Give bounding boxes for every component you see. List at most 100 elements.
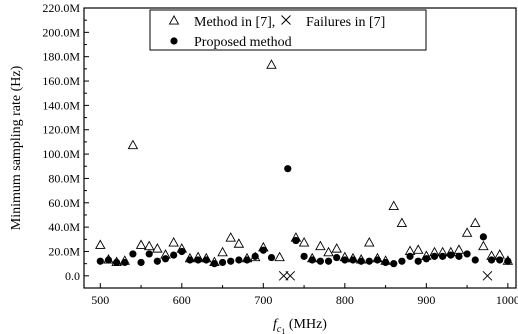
proposed-point (267, 253, 276, 262)
x-title-subscript: c (277, 324, 282, 334)
proposed-point (398, 257, 406, 265)
proposed-point (235, 256, 243, 264)
legend: Method in [7], Failures in [7] Proposed me… (149, 9, 427, 51)
triangle-point (266, 59, 277, 69)
x-tick-label: 600 (173, 293, 191, 307)
triangle-point (315, 240, 326, 251)
proposed-point (145, 250, 153, 258)
triangle-point (388, 200, 400, 210)
proposed-point (430, 252, 439, 260)
triangle-point (461, 227, 473, 237)
legend-label-failures7: Failures in [7] (306, 15, 385, 30)
proposed-point (218, 258, 227, 267)
y-tick-label: 220.0M (42, 1, 80, 15)
triangle-point (412, 244, 424, 254)
proposed-point (308, 256, 316, 264)
triangle-point (274, 251, 285, 262)
y-tick-label: 140.0M (42, 98, 80, 112)
triangle-point (396, 217, 408, 228)
proposed-point (259, 246, 267, 254)
proposed-point (487, 256, 496, 264)
triangle-point (298, 237, 310, 247)
y-tick-label: 200.0M (42, 25, 80, 39)
triangle-point (168, 237, 179, 247)
proposed-point (390, 260, 398, 268)
triangle-point (469, 217, 481, 228)
legend-box (149, 9, 427, 51)
triangle-point (478, 240, 489, 251)
proposed-point (178, 247, 186, 256)
proposed-point (227, 257, 235, 265)
proposed-point (284, 165, 292, 173)
y-tick-label: 160.0M (42, 74, 80, 88)
x-marker-stroke (281, 15, 291, 25)
x-tick-label: 1000 (496, 293, 518, 307)
proposed-point (121, 258, 129, 267)
x-title-unit: (MHz) (285, 317, 327, 332)
proposed-point (365, 257, 373, 265)
proposed-point (113, 258, 121, 267)
triangle-point (225, 232, 236, 242)
proposed-point (455, 252, 463, 260)
failure-point (285, 270, 296, 281)
legend-label-proposed: Proposed method (194, 35, 292, 50)
proposed-point (251, 252, 259, 260)
triangle-point (152, 243, 163, 253)
y-tick-label: 0.0 (65, 269, 80, 283)
triangle-point (127, 139, 139, 150)
proposed-point (414, 257, 422, 265)
y-tick-label: 20.0M (48, 244, 80, 258)
proposed-point (161, 255, 170, 263)
plot-area (95, 59, 514, 281)
x-tick-label: 700 (254, 293, 272, 307)
x-axis-title: fc1 (MHz) (273, 317, 327, 334)
proposed-point (333, 253, 341, 262)
x-title-subsubscript: 1 (281, 327, 285, 334)
x-tick-label: 900 (417, 293, 435, 307)
proposed-point (479, 233, 487, 241)
proposed-point (292, 236, 300, 245)
y-axis-title: Minimum sampling rate (Hz) (9, 65, 24, 230)
x-marker-stroke (482, 270, 493, 281)
triangle-point (233, 238, 245, 248)
y-tick-label: 100.0M (42, 147, 80, 161)
proposed-point (186, 256, 194, 264)
proposed-point (381, 258, 390, 267)
proposed-point (349, 256, 357, 264)
y-tick-label: 180.0M (42, 50, 80, 64)
proposed-point (129, 250, 137, 258)
legend-x-icon (281, 15, 291, 25)
proposed-point (243, 256, 251, 264)
triangle-point (95, 239, 106, 249)
x-marker-stroke (285, 270, 296, 281)
triangle-point (364, 237, 375, 247)
proposed-point (471, 256, 479, 264)
y-tick-label: 60.0M (48, 196, 80, 210)
proposed-point (341, 256, 349, 264)
triangle-point (135, 239, 147, 249)
x-title-symbol: f (273, 317, 279, 332)
legend-dot-icon (170, 37, 178, 45)
proposed-point (447, 251, 455, 259)
x-tick-label: 500 (91, 293, 109, 307)
legend-triangle-icon (168, 15, 180, 25)
proposed-point (422, 255, 430, 263)
triangle-point (453, 244, 465, 254)
triangle-point (217, 246, 228, 257)
plot-frame (83, 7, 517, 289)
proposed-point (373, 256, 382, 264)
triangle-point (331, 243, 342, 253)
proposed-point (439, 252, 447, 260)
failure-point (482, 270, 493, 281)
triangle-point (143, 240, 155, 251)
proposed-point (96, 257, 104, 265)
proposed-point (153, 257, 161, 265)
proposed-point (496, 256, 504, 264)
proposed-point (104, 256, 113, 264)
proposed-point (137, 258, 145, 267)
proposed-point (357, 257, 365, 265)
proposed-point (300, 252, 308, 260)
proposed-point (170, 251, 178, 259)
y-tick-label: 40.0M (48, 220, 80, 234)
axes: 0.0 20.0M 40.0M 60.0M 80.0M 100.0M 120.0M 140.0… (42, 1, 518, 307)
